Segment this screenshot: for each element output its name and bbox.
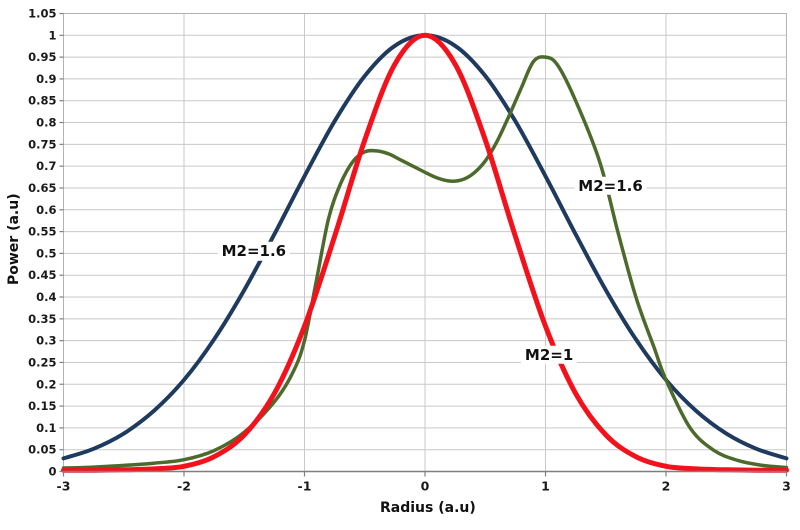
axes [59,12,788,477]
x-tick-label: 3 [782,479,791,494]
y-tick-label: 0.5 [36,246,56,260]
x-tick-label: 1 [541,479,550,494]
y-tick-label: 0.9 [36,72,56,86]
y-tick-label: 0.6 [36,203,56,217]
y-tick-label: 0.1 [36,421,56,435]
curve-m2-1-6-1 [61,55,789,470]
y-axis-title: Power (a.u) [6,192,22,285]
x-tick-label: -3 [57,479,71,494]
tick-labels: -3 -2 -1 0 1 2 3 0 0.05 0.1 0.15 0.2 0.25 0.3 0.35 0.4 0… [28,7,791,494]
y-tick-label: 0.7 [36,159,56,173]
y-tick-label: 0.8 [36,116,56,130]
y-tick-label: 0.4 [36,290,56,304]
y-tick-label: 0.95 [28,50,56,64]
annotation-m2-1.6-green: M2=1.6 [574,176,647,196]
x-tick-label: 0 [421,479,430,494]
curves [61,32,789,473]
y-tick-label: 0.55 [28,225,56,239]
x-tick-label: -2 [177,479,191,494]
y-tick-label: 0.85 [28,94,56,108]
y-tick-label: 1 [48,28,56,42]
y-tick-label: 0.15 [28,399,56,413]
curve-m2-1-2 [61,32,789,473]
x-tick-label: -1 [298,479,312,494]
y-tick-label: 0 [48,465,56,479]
y-tick-label: 0.45 [28,268,56,282]
y-tick-label: 0.65 [28,181,56,195]
annotation-m2-1.6-blue: M2=1.6 [217,241,291,261]
annotation-m2-1-red: M2=1 [520,345,578,364]
x-axis-title: Radius (a.u) [380,500,476,516]
y-tick-label: 0.3 [36,334,56,348]
y-tick-label: 1.05 [28,7,56,21]
y-tick-label: 0.25 [28,355,56,369]
y-tick-label: 0.35 [28,312,56,326]
y-tick-label: 0.05 [28,443,56,457]
x-tick-label: 2 [662,479,671,494]
y-tick-label: 0.75 [28,137,56,151]
y-tick-label: 0.2 [36,377,56,391]
